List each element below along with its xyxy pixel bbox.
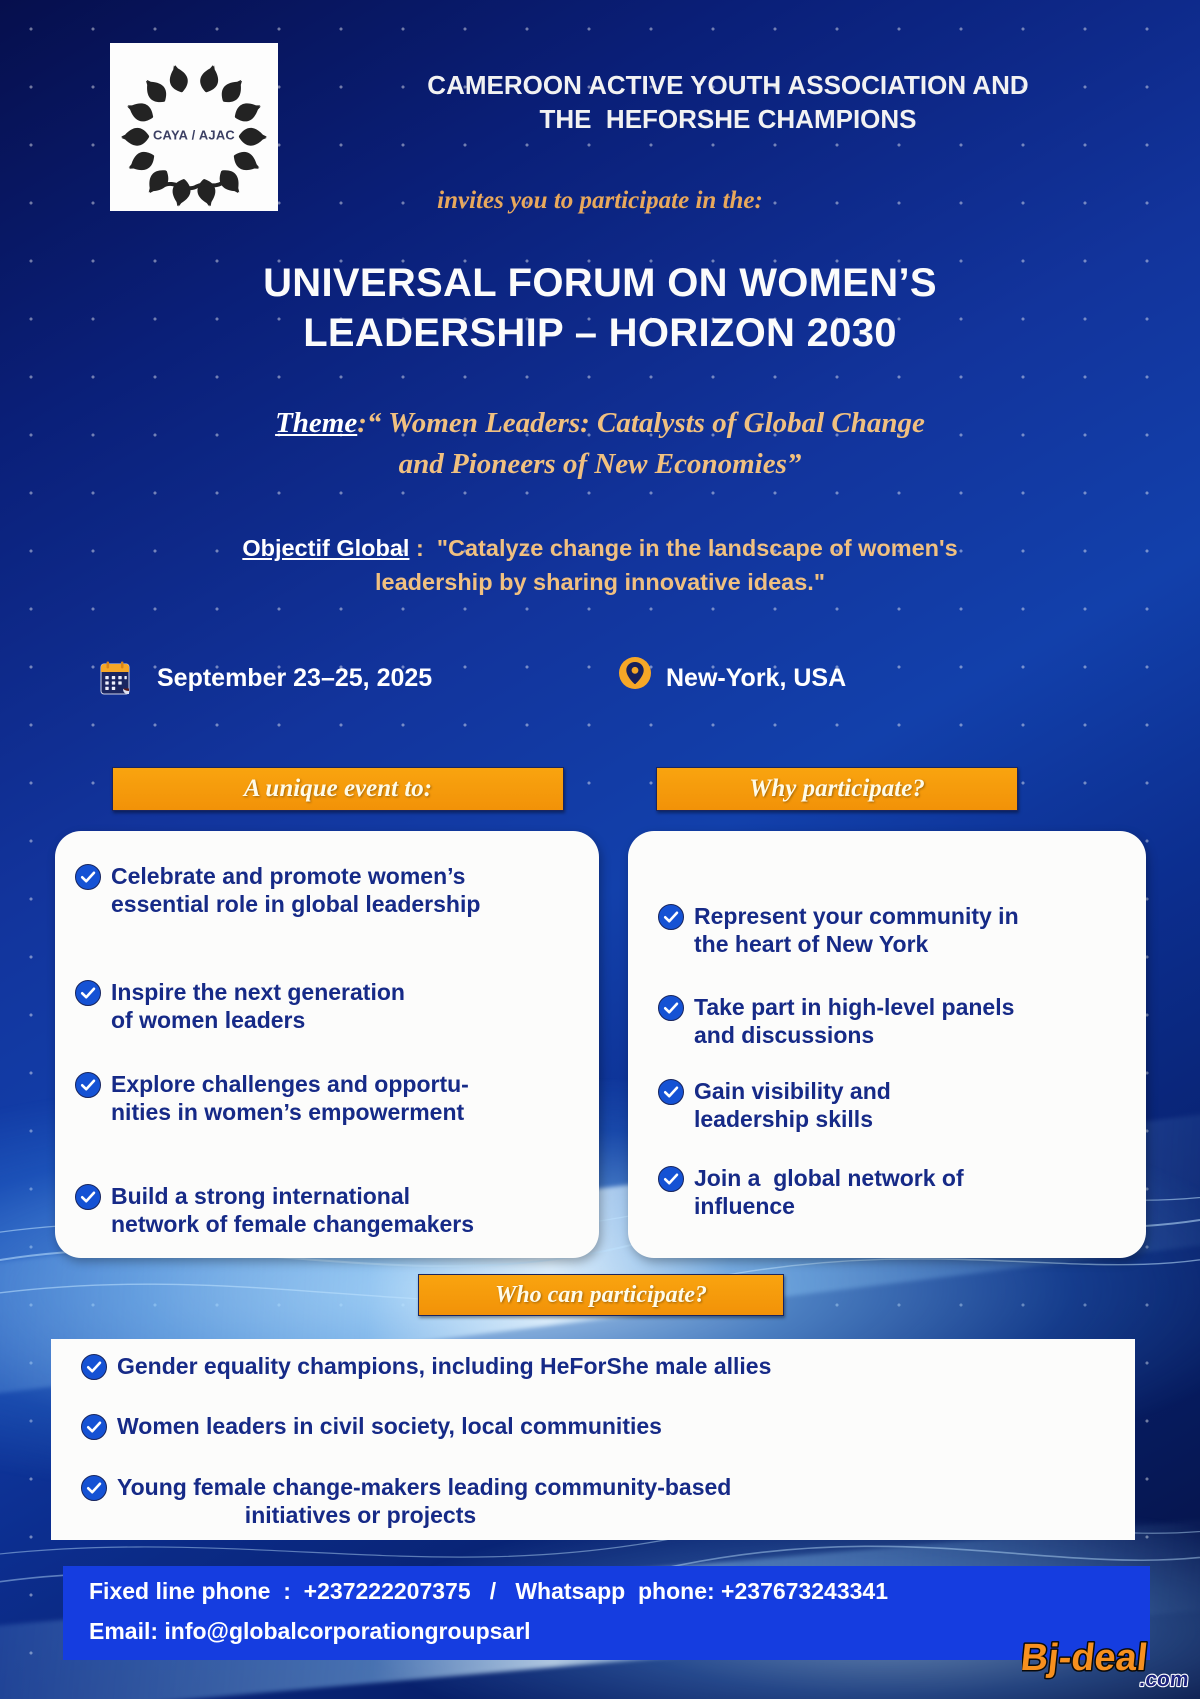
svg-text:CAYA / AJAC: CAYA / AJAC	[153, 127, 235, 142]
svg-text:.com: .com	[1138, 1668, 1189, 1690]
svg-text:Bj-deal: Bj-deal	[1022, 1637, 1150, 1679]
